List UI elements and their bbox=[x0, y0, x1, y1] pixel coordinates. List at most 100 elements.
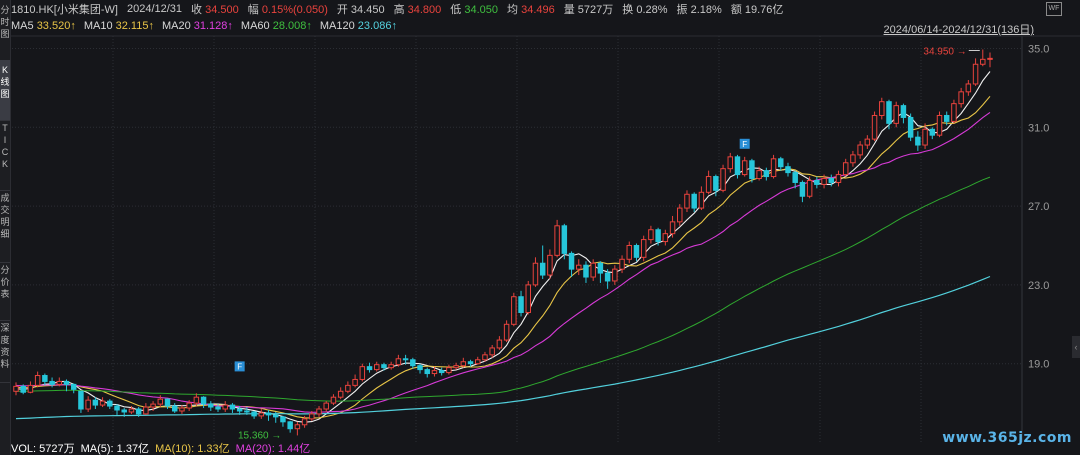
candle-body bbox=[460, 361, 467, 367]
candle-body bbox=[164, 398, 171, 407]
candle-body bbox=[532, 262, 539, 286]
volume-value: 量 5727万 bbox=[563, 4, 614, 16]
candle-body bbox=[835, 174, 842, 183]
close-price: 收 34.500 bbox=[191, 4, 239, 16]
tab-3[interactable]: 成交明细 bbox=[0, 188, 10, 263]
candle-body bbox=[814, 179, 820, 185]
candle-body bbox=[799, 181, 806, 197]
candle-body bbox=[49, 380, 55, 385]
candle-body bbox=[388, 364, 394, 369]
candle-body bbox=[143, 406, 149, 415]
amplitude-value: 振 2.18% bbox=[676, 4, 722, 16]
candle-body bbox=[821, 178, 827, 185]
y-tick-label: 27.0 bbox=[1028, 201, 1049, 213]
candle-body bbox=[316, 408, 322, 415]
candle-body bbox=[78, 390, 84, 410]
candle-body bbox=[879, 101, 885, 116]
candle-body bbox=[410, 359, 416, 367]
watermark: www.365jz.com bbox=[942, 430, 1072, 446]
candle-body bbox=[99, 400, 106, 406]
y-tick-label: 35.0 bbox=[1028, 44, 1049, 56]
candle-body bbox=[438, 370, 445, 374]
candle-body bbox=[828, 178, 835, 183]
fullscreen-icon[interactable]: WF bbox=[1046, 2, 1062, 16]
tab-5[interactable]: 深度资料 bbox=[0, 318, 10, 383]
candle-body bbox=[864, 138, 871, 146]
candle-body bbox=[280, 416, 286, 423]
candle-body bbox=[900, 105, 907, 118]
candle-body bbox=[236, 408, 243, 412]
candle-body bbox=[128, 408, 135, 413]
candle-body bbox=[121, 409, 127, 413]
volume-legend-item: MA(20): 1.44亿 bbox=[235, 443, 311, 455]
candle-body bbox=[806, 179, 813, 197]
candle-body bbox=[301, 418, 308, 426]
quote-header: 1810.HK[小米集团-W] 2024/12/31 收 34.500 幅 0.… bbox=[11, 0, 1051, 18]
candle-body bbox=[366, 366, 373, 371]
candle-body bbox=[576, 264, 582, 270]
candle-body bbox=[857, 144, 863, 156]
candle-body bbox=[943, 114, 950, 122]
high-price: 高 34.800 bbox=[393, 4, 442, 16]
max-price-label: 34.950 → bbox=[923, 46, 966, 57]
tab-4[interactable]: 分价表 bbox=[0, 260, 10, 321]
ma5-line bbox=[15, 71, 991, 423]
candle-body bbox=[511, 296, 517, 325]
event-flag-label: F bbox=[742, 140, 747, 149]
change-percent: 幅 0.15%(0.050) bbox=[247, 4, 328, 16]
candle-body bbox=[604, 272, 611, 282]
candle-body bbox=[886, 101, 892, 124]
candle-body bbox=[402, 358, 409, 361]
candle-body bbox=[648, 229, 654, 241]
candle-body bbox=[734, 156, 741, 176]
candle-body bbox=[568, 252, 575, 270]
volume-legend-item: VOL: 5727万 bbox=[11, 443, 75, 455]
candle-body bbox=[915, 136, 921, 146]
candle-body bbox=[251, 411, 257, 417]
candle-body bbox=[749, 160, 755, 180]
candle-body bbox=[662, 233, 669, 243]
candle-body bbox=[150, 403, 156, 408]
candle-body bbox=[850, 154, 856, 164]
stock-symbol[interactable]: 1810.HK[小米集团-W] bbox=[11, 4, 118, 16]
candle-body bbox=[70, 383, 77, 390]
ma60-line bbox=[16, 176, 991, 402]
open-price: 开 34.450 bbox=[336, 4, 385, 16]
ma10-line bbox=[15, 95, 991, 419]
date-range-selector[interactable]: 2024/06/14-2024/12/31(136日) bbox=[883, 24, 1034, 36]
candle-body bbox=[20, 385, 26, 393]
candle-body bbox=[936, 114, 943, 136]
candle-body bbox=[475, 359, 481, 365]
candle-body bbox=[244, 410, 250, 413]
candle-body bbox=[179, 407, 185, 412]
candle-body bbox=[345, 384, 351, 392]
candle-body bbox=[374, 364, 380, 371]
candle-body bbox=[770, 158, 777, 178]
event-flag-icon bbox=[234, 361, 245, 372]
candle-body bbox=[691, 193, 697, 209]
candle-body bbox=[525, 284, 531, 313]
side-panel-toggle-icon[interactable]: ‹ bbox=[1072, 336, 1080, 358]
candle-body bbox=[359, 366, 366, 380]
candle-body bbox=[727, 156, 734, 170]
candle-body bbox=[467, 361, 474, 365]
candle-body bbox=[871, 114, 878, 140]
amount-value: 额 19.76亿 bbox=[730, 4, 784, 16]
event-flag-label: F bbox=[237, 362, 242, 371]
candle-body bbox=[705, 176, 712, 193]
y-tick-label: 23.0 bbox=[1028, 280, 1049, 292]
candle-body bbox=[431, 370, 438, 375]
candle-body bbox=[489, 347, 495, 356]
y-tick-label: 31.0 bbox=[1028, 122, 1049, 134]
ma120-line bbox=[15, 275, 991, 420]
candle-body bbox=[186, 402, 192, 409]
candle-body bbox=[309, 413, 315, 420]
candle-body bbox=[171, 405, 178, 412]
candle-body bbox=[417, 365, 423, 371]
candle-body bbox=[287, 421, 293, 430]
candle-body bbox=[720, 168, 726, 191]
